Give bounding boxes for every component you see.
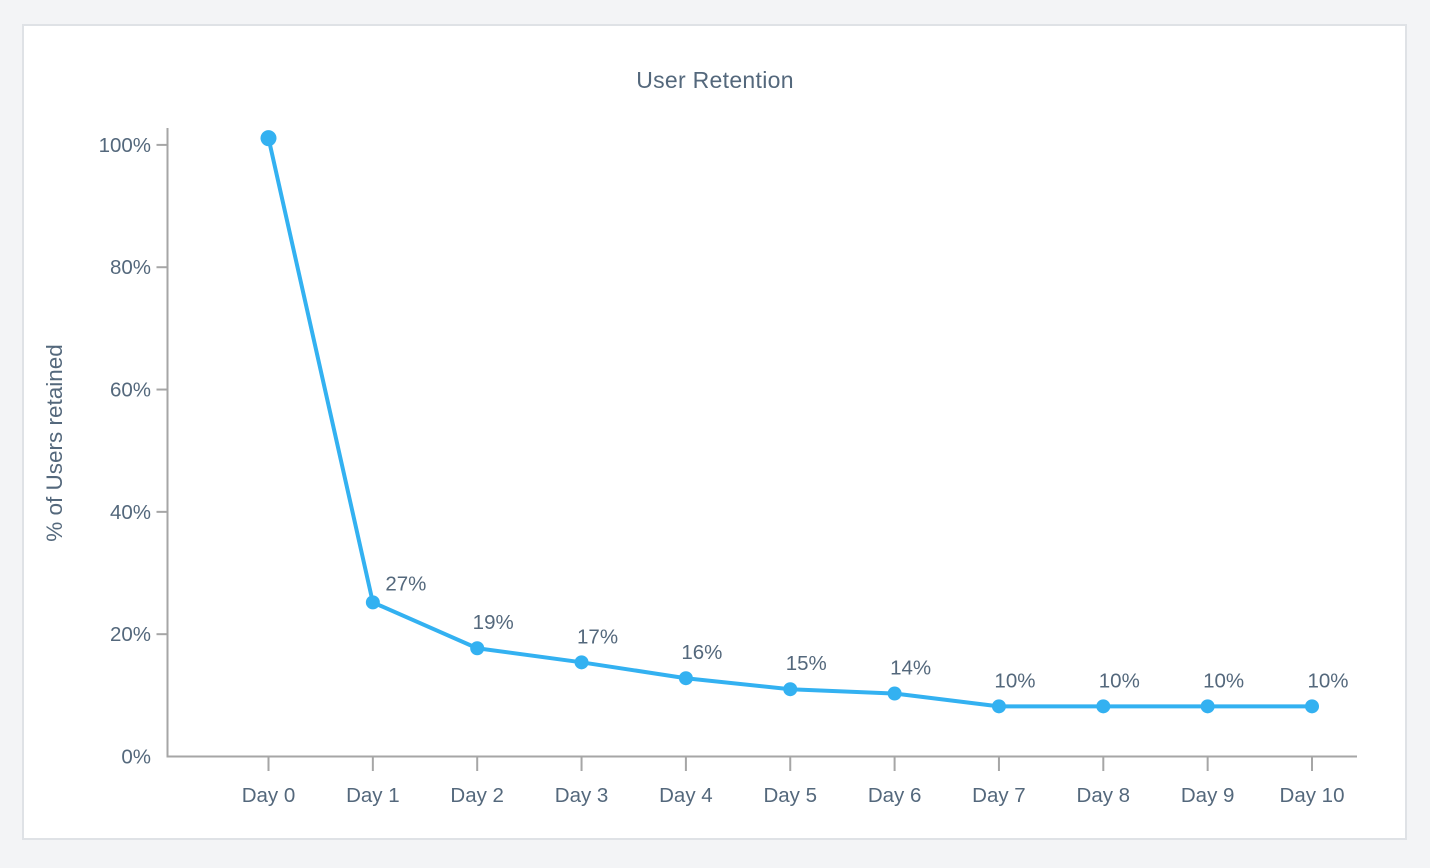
x-axis-tick-label: Day 6 <box>868 784 922 807</box>
x-axis-tick-label: Day 4 <box>659 784 713 807</box>
data-point <box>260 130 277 147</box>
data-point-label: 16% <box>681 641 722 664</box>
data-point-label: 10% <box>1203 669 1244 692</box>
data-point-label: 10% <box>1307 669 1348 692</box>
data-point-label: 27% <box>385 572 426 595</box>
x-axis-tick-label: Day 0 <box>242 784 296 807</box>
x-axis-tick-label: Day 1 <box>346 784 400 807</box>
data-point-label: 19% <box>473 611 514 634</box>
data-point <box>1200 699 1215 714</box>
data-point-label: 10% <box>994 669 1035 692</box>
x-axis-tick-label: Day 2 <box>450 784 504 807</box>
y-axis-tick-label: 0% <box>121 746 151 769</box>
data-point <box>678 671 693 686</box>
x-axis-tick-label: Day 9 <box>1181 784 1235 807</box>
x-axis-tick-label: Day 8 <box>1077 784 1131 807</box>
data-point <box>1096 699 1111 714</box>
data-point <box>991 699 1006 714</box>
data-point-label: 15% <box>786 652 827 675</box>
data-point <box>470 641 485 656</box>
x-axis-tick-label: Day 10 <box>1280 784 1345 807</box>
chart-title: User Retention <box>636 67 794 93</box>
data-point-label: 17% <box>577 625 618 648</box>
data-point <box>365 595 380 610</box>
y-axis-tick-label: 100% <box>99 134 151 157</box>
y-axis-title: % of Users retained <box>42 344 67 542</box>
y-axis-tick-label: 60% <box>110 379 151 402</box>
data-point <box>1305 699 1319 714</box>
x-axis-tick-label: Day 7 <box>972 784 1026 807</box>
chart-card <box>22 24 1407 840</box>
data-point-label: 14% <box>890 657 931 680</box>
data-point <box>574 655 589 670</box>
y-axis-tick-label: 80% <box>110 256 151 279</box>
data-point <box>887 686 902 701</box>
y-axis-tick-label: 20% <box>110 623 151 646</box>
x-axis-tick-label: Day 3 <box>555 784 609 807</box>
x-axis-tick-label: Day 5 <box>763 784 817 807</box>
series-line <box>266 136 1314 709</box>
data-point-label: 10% <box>1099 669 1140 692</box>
y-axis-tick-label: 40% <box>110 501 151 524</box>
data-point <box>783 682 798 697</box>
